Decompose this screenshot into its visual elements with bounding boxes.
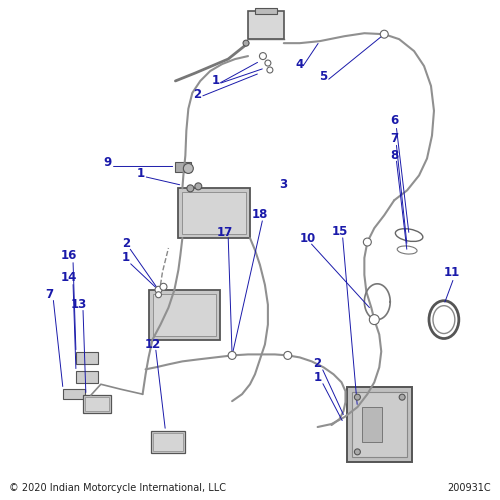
Text: 1: 1 (314, 371, 322, 384)
Text: 2: 2 (314, 357, 322, 370)
Bar (150, 431, 186, 453)
Circle shape (267, 67, 273, 73)
Bar (63, 389, 85, 399)
Circle shape (284, 352, 292, 360)
Circle shape (228, 352, 236, 360)
Text: 4: 4 (296, 58, 304, 70)
Bar (248, 12, 284, 39)
Text: 9: 9 (104, 156, 112, 169)
Text: 11: 11 (444, 266, 460, 280)
Circle shape (354, 394, 360, 400)
Bar (348, 387, 412, 462)
Text: 10: 10 (300, 232, 316, 244)
Text: 13: 13 (71, 298, 87, 311)
Text: © 2020 Indian Motorcycle International, LLC: © 2020 Indian Motorcycle International, … (10, 482, 226, 492)
Bar (255, 8, 277, 14)
Text: 5: 5 (320, 70, 328, 84)
Circle shape (370, 314, 380, 324)
Bar (148, 290, 220, 340)
Text: 17: 17 (217, 226, 234, 238)
Bar (152, 433, 184, 451)
Text: 8: 8 (390, 149, 398, 162)
Circle shape (243, 40, 249, 46)
Text: 1: 1 (212, 74, 220, 88)
Bar (178, 188, 250, 238)
Bar (76, 372, 98, 384)
Text: 12: 12 (144, 338, 160, 351)
Text: 1: 1 (122, 252, 130, 264)
Text: 2: 2 (122, 236, 130, 250)
Circle shape (187, 185, 194, 192)
Circle shape (156, 292, 162, 298)
Text: 3: 3 (279, 178, 287, 191)
Bar (176, 162, 192, 172)
Bar (85, 397, 109, 411)
Bar (76, 352, 98, 364)
Text: 14: 14 (61, 272, 77, 284)
Circle shape (265, 60, 271, 66)
Text: 15: 15 (332, 224, 347, 237)
Circle shape (364, 238, 372, 246)
Bar (362, 407, 382, 442)
Circle shape (260, 52, 266, 60)
Circle shape (354, 449, 360, 455)
Text: 18: 18 (252, 208, 268, 220)
Bar (352, 392, 407, 457)
Circle shape (399, 394, 405, 400)
Bar (182, 192, 246, 234)
Circle shape (155, 286, 162, 294)
Text: 7: 7 (45, 288, 53, 301)
Text: 7: 7 (390, 132, 398, 145)
Circle shape (184, 164, 194, 173)
Bar (152, 294, 216, 336)
Text: 200931C: 200931C (447, 482, 490, 492)
Circle shape (380, 30, 388, 38)
Text: 16: 16 (61, 250, 77, 262)
Text: 2: 2 (193, 88, 202, 102)
Circle shape (160, 284, 167, 290)
Circle shape (195, 183, 202, 190)
Bar (83, 395, 111, 413)
Text: 6: 6 (390, 114, 398, 127)
Text: 1: 1 (136, 167, 144, 180)
